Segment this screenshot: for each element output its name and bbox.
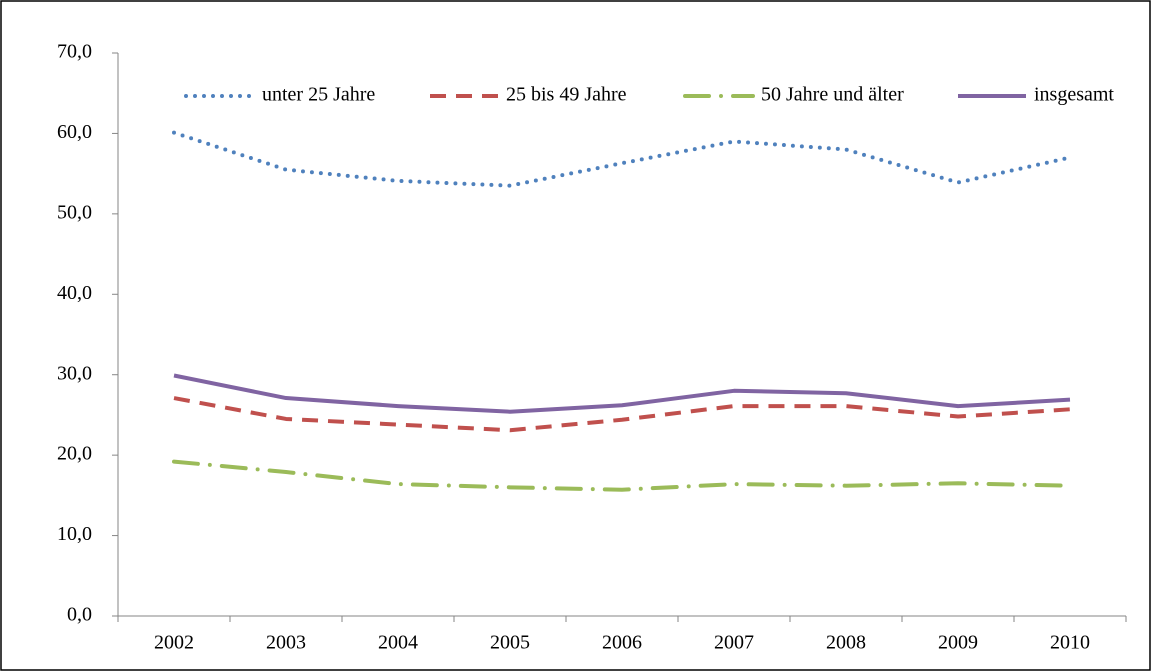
x-tick-label: 2008 <box>826 632 866 654</box>
x-tick-label: 2010 <box>1050 632 1090 654</box>
x-tick-label: 2005 <box>490 632 530 654</box>
y-tick-label: 30,0 <box>57 362 92 384</box>
x-tick-label: 2007 <box>714 632 754 654</box>
y-tick-label: 50,0 <box>57 201 92 223</box>
y-tick-label: 60,0 <box>57 121 92 143</box>
series-line <box>173 396 1071 433</box>
legend-label: 25 bis 49 Jahre <box>506 84 627 106</box>
legend-label: 50 Jahre und älter <box>761 84 904 106</box>
legend-label: insgesamt <box>1034 84 1114 106</box>
y-tick-label: 20,0 <box>57 443 92 465</box>
y-tick-label: 40,0 <box>57 282 92 304</box>
y-tick-label: 10,0 <box>57 523 92 545</box>
x-tick-label: 2002 <box>154 632 194 654</box>
x-tick-label: 2006 <box>602 632 642 654</box>
y-tick-label: 0,0 <box>67 604 92 626</box>
x-tick-label: 2004 <box>378 632 418 654</box>
x-tick-label: 2009 <box>938 632 978 654</box>
x-tick-label: 2003 <box>266 632 306 654</box>
series-line <box>173 373 1071 414</box>
legend-label: unter 25 Jahre <box>262 84 375 106</box>
y-tick-label: 70,0 <box>57 41 92 63</box>
series-line <box>172 459 1072 492</box>
